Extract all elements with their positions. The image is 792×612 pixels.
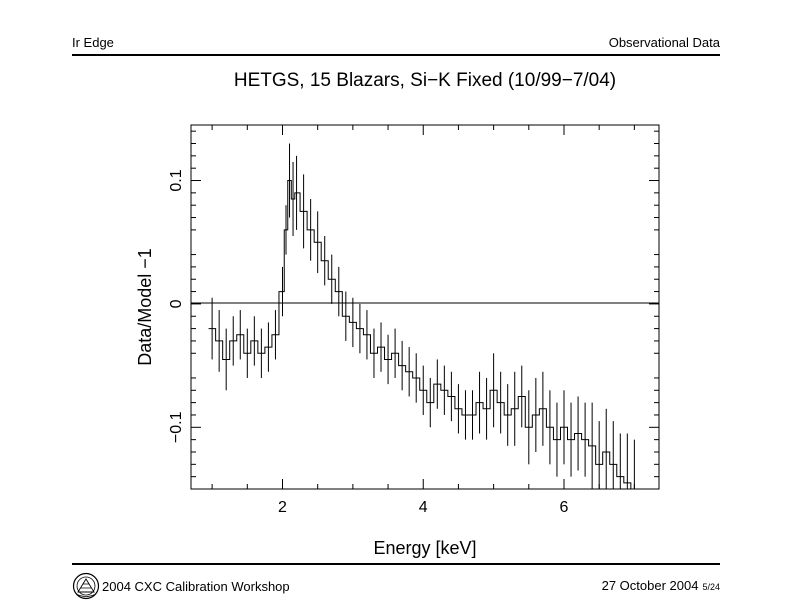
footer-page-number: 5/24 xyxy=(702,582,720,592)
chandra-logo-icon xyxy=(72,572,100,600)
y-axis-label: Data/Model −1 xyxy=(135,248,155,366)
x-tick-label: 2 xyxy=(278,499,287,516)
footer-workshop: 2004 CXC Calibration Workshop xyxy=(102,578,290,594)
y-tick-label: 0 xyxy=(168,299,185,308)
footer-right: 27 October 2004 5/24 xyxy=(602,578,720,593)
footer-date: 27 October 2004 xyxy=(601,578,699,593)
footer-left: 2004 CXC Calibration Workshop xyxy=(72,572,290,600)
x-axis-label: Energy [keV] xyxy=(373,538,476,558)
axis-tick-labels: 2 4 6 −0.1 0 0.1 xyxy=(168,169,569,516)
header-rule xyxy=(72,54,720,56)
chart-title: HETGS, 15 Blazars, Si−K Fixed (10/99−7/0… xyxy=(234,70,616,91)
header-right-title: Observational Data xyxy=(608,35,720,50)
header-left-title: Ir Edge xyxy=(72,35,114,50)
plot-frame xyxy=(190,124,660,490)
error-bars xyxy=(211,143,635,489)
data-step-line xyxy=(208,180,638,490)
y-tick-label: 0.1 xyxy=(168,169,185,191)
x-tick-label: 6 xyxy=(560,499,569,516)
axis-ticks xyxy=(191,125,659,489)
footer-rule xyxy=(72,563,720,565)
x-tick-label: 4 xyxy=(419,499,428,516)
y-tick-label: −0.1 xyxy=(168,411,185,443)
